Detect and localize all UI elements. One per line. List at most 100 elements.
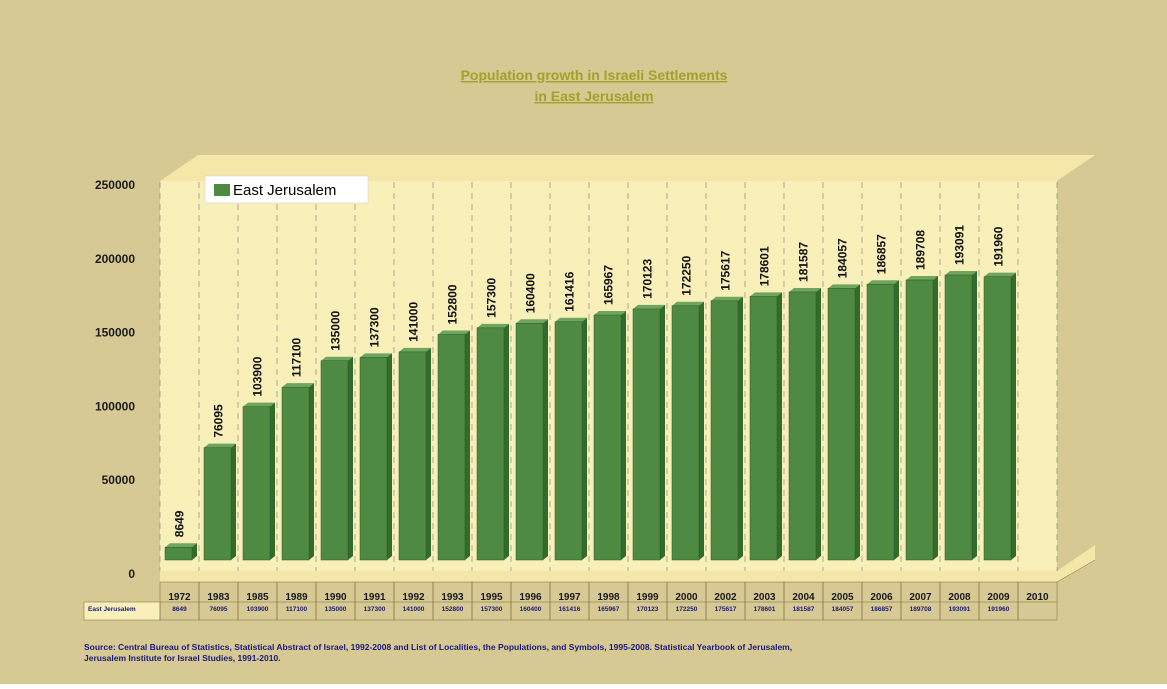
bar-top xyxy=(321,356,353,361)
y-tick-label: 250000 xyxy=(95,178,135,192)
bar xyxy=(827,284,860,561)
table-value: 189708 xyxy=(910,606,932,613)
bars xyxy=(164,270,1016,561)
table-value: 193091 xyxy=(949,606,971,613)
bar xyxy=(671,301,704,561)
y-tick-label: 50000 xyxy=(102,473,136,487)
table-value: 170123 xyxy=(637,606,659,613)
bar-front xyxy=(554,321,583,561)
bar-front xyxy=(359,357,388,561)
bar-value-label: 8649 xyxy=(173,510,187,537)
bar-value-label: 189708 xyxy=(914,230,928,270)
bar xyxy=(905,275,938,561)
y-tick-label: 100000 xyxy=(95,399,135,413)
table-value: 184057 xyxy=(832,606,854,613)
bar-front xyxy=(788,291,817,561)
y-axis: 0 50000 100000 150000 200000 250000 xyxy=(95,178,135,581)
bar xyxy=(788,287,821,561)
bar-value-label: 178601 xyxy=(758,246,772,286)
bar xyxy=(281,383,314,561)
bar-top xyxy=(243,402,275,407)
bar-value-label: 172250 xyxy=(680,255,694,295)
bar xyxy=(710,296,743,561)
x-tick-label: 1983 xyxy=(207,592,230,603)
bar-front xyxy=(905,279,934,561)
bar-side xyxy=(582,317,587,560)
bar xyxy=(476,323,509,561)
table-value: 181587 xyxy=(793,606,815,613)
bar-top xyxy=(477,323,509,328)
bar-value-label: 135000 xyxy=(329,310,343,350)
bar-value-label: 175617 xyxy=(719,250,733,290)
legend-swatch xyxy=(214,184,230,196)
x-tick-label: 1998 xyxy=(597,592,620,603)
x-tick-label: 1990 xyxy=(324,592,347,603)
bar-front xyxy=(866,283,895,561)
x-tick-label: 2006 xyxy=(870,592,893,603)
bar-side xyxy=(387,353,392,560)
bar-front xyxy=(983,276,1012,561)
table-cell xyxy=(1017,581,1058,621)
source-note-line2: Jerusalem Institute for Israel Studies, … xyxy=(84,653,281,663)
bar-value-label: 157300 xyxy=(485,277,499,317)
bar-value-label: 141000 xyxy=(407,302,421,342)
bar-top xyxy=(360,353,392,358)
table-value: 141000 xyxy=(403,606,425,613)
bar-front xyxy=(476,327,505,561)
table-value: 8649 xyxy=(172,606,187,613)
chart-title: Population growth in Israeli Settlements xyxy=(461,67,728,83)
bar-value-label: 117100 xyxy=(290,337,304,377)
table-value: 103900 xyxy=(247,606,269,613)
bar-value-label: 170123 xyxy=(641,259,655,299)
bar xyxy=(593,311,626,561)
bar xyxy=(242,402,275,561)
bar-top xyxy=(789,287,821,292)
x-tick-label: 2002 xyxy=(714,592,737,603)
bar-side xyxy=(504,323,509,560)
table-value: 191960 xyxy=(988,606,1010,613)
x-tick-label: 2007 xyxy=(909,592,932,603)
x-tick-label: 2010 xyxy=(1026,592,1049,603)
x-tick-label: 1999 xyxy=(636,592,659,603)
bar xyxy=(866,280,899,561)
x-tick-label: 1992 xyxy=(402,592,425,603)
bar-side xyxy=(738,296,743,560)
bar-side xyxy=(933,275,938,560)
bar-top xyxy=(945,270,977,275)
bar xyxy=(749,292,782,561)
bar-front xyxy=(164,546,193,561)
bar xyxy=(515,319,548,561)
bar-front xyxy=(203,447,232,561)
legend: East Jerusalem xyxy=(204,175,369,204)
bar xyxy=(437,330,470,561)
gridlines xyxy=(159,182,1058,571)
bar-side xyxy=(309,383,314,560)
bar-value-label: 161416 xyxy=(563,271,577,311)
bar-side xyxy=(894,280,899,560)
x-tick-label: 2004 xyxy=(792,592,815,603)
bar-top xyxy=(633,304,665,309)
table-edge xyxy=(1056,559,1096,583)
source-note: Source: Central Bureau of Statistics, St… xyxy=(84,642,792,652)
bar-side xyxy=(816,287,821,560)
bar-top xyxy=(282,383,314,388)
bar-value-label: 152800 xyxy=(446,284,460,324)
x-tick-label: 2000 xyxy=(675,592,698,603)
bar-front xyxy=(515,322,544,561)
table-value: 76095 xyxy=(209,606,227,613)
bar-value-label: 186857 xyxy=(875,234,889,274)
bar-value-label: 184057 xyxy=(836,238,850,278)
bar-top xyxy=(438,330,470,335)
bar-side xyxy=(777,292,782,560)
bar-value-label: 191960 xyxy=(992,226,1006,266)
x-tick-label: 2009 xyxy=(987,592,1010,603)
bar-value-label: 181587 xyxy=(797,242,811,282)
bar-data-labels: 8649 76095 103900 117100 135000 137300 141000 1… xyxy=(173,225,1006,538)
table-value: 186857 xyxy=(871,606,893,613)
bar-top xyxy=(165,543,197,548)
bar-side xyxy=(660,304,665,560)
plot-back-wall xyxy=(160,155,1095,181)
table-value: 165967 xyxy=(598,606,620,613)
bar-top xyxy=(711,296,743,301)
